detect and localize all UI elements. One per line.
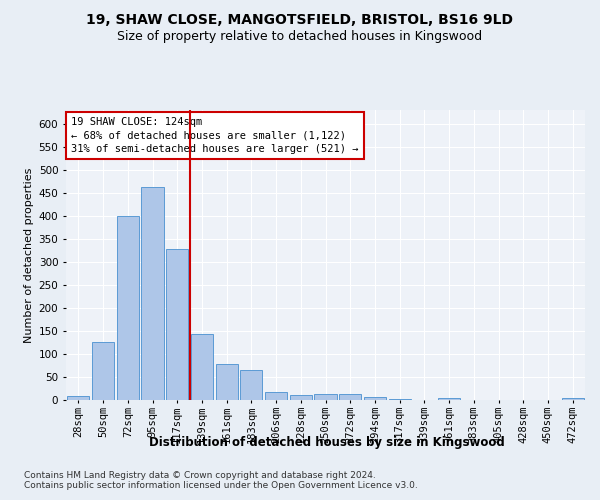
Bar xyxy=(142,187,164,400)
Bar xyxy=(438,398,460,400)
Text: Contains HM Land Registry data © Crown copyright and database right 2024.
Contai: Contains HM Land Registry data © Crown c… xyxy=(24,470,418,490)
Bar xyxy=(265,392,287,400)
Bar xyxy=(116,216,139,400)
Bar xyxy=(67,396,89,400)
Bar xyxy=(166,249,188,400)
Bar xyxy=(290,396,312,400)
Bar xyxy=(364,397,386,400)
Text: Size of property relative to detached houses in Kingswood: Size of property relative to detached ho… xyxy=(118,30,482,43)
Bar xyxy=(92,342,114,400)
Text: 19 SHAW CLOSE: 124sqm
← 68% of detached houses are smaller (1,122)
31% of semi-d: 19 SHAW CLOSE: 124sqm ← 68% of detached … xyxy=(71,117,359,154)
Text: 19, SHAW CLOSE, MANGOTSFIELD, BRISTOL, BS16 9LD: 19, SHAW CLOSE, MANGOTSFIELD, BRISTOL, B… xyxy=(86,12,514,26)
Bar xyxy=(314,394,337,400)
Text: Distribution of detached houses by size in Kingswood: Distribution of detached houses by size … xyxy=(149,436,505,449)
Y-axis label: Number of detached properties: Number of detached properties xyxy=(25,168,34,342)
Bar xyxy=(240,370,262,400)
Bar xyxy=(562,398,584,400)
Bar xyxy=(389,398,411,400)
Bar xyxy=(339,394,361,400)
Bar xyxy=(215,364,238,400)
Bar xyxy=(191,334,213,400)
